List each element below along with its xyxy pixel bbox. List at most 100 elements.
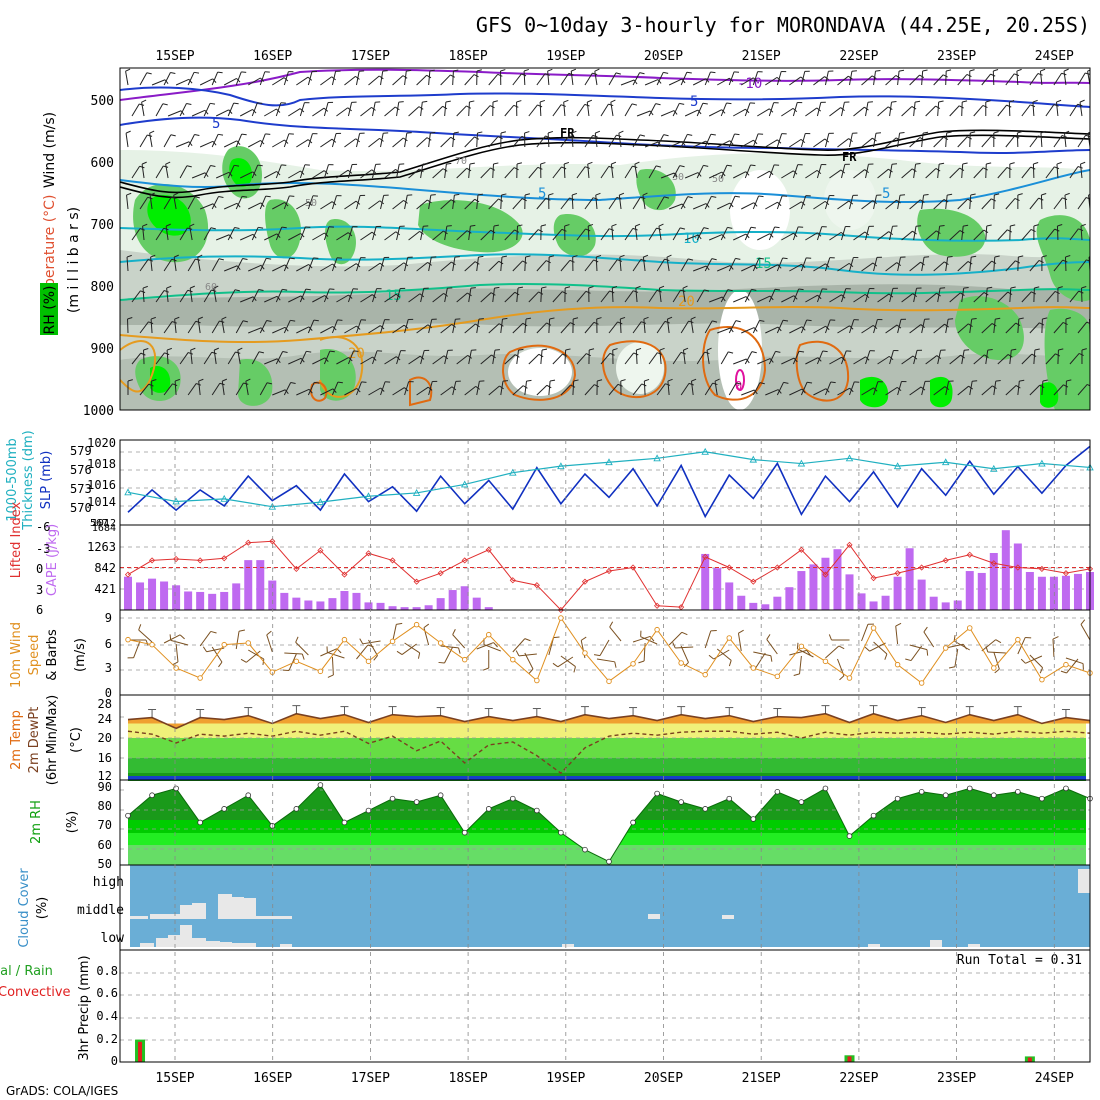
- upper-barb-flag: [617, 321, 623, 325]
- upper-barb: [600, 290, 610, 303]
- upper-barb-flag: [594, 68, 600, 72]
- upper-barb-flag: [947, 255, 953, 258]
- upper-barb: [1077, 72, 1086, 86]
- upper-barb: [865, 102, 869, 117]
- upper-barb: [500, 257, 503, 272]
- upper-barb-flag: [1087, 131, 1090, 134]
- wind10-barb-flag: [238, 629, 246, 632]
- upper-barb: [1029, 135, 1039, 148]
- upper-barb: [468, 101, 470, 117]
- upper-barb-flag: [141, 161, 147, 165]
- thickness-point: [749, 455, 758, 463]
- upper-barb: [283, 320, 291, 334]
- upper-barb-flag: [337, 381, 343, 384]
- upper-barb-flag: [994, 255, 1000, 258]
- wind10-barb: [923, 631, 935, 648]
- li-series: [120, 538, 1094, 614]
- upper-barb: [619, 257, 622, 272]
- wind10-point: [582, 650, 588, 656]
- wind10-barb: [362, 640, 381, 645]
- upper-barb: [552, 104, 562, 117]
- wind10-barb: [327, 651, 345, 659]
- upper-barb: [355, 71, 360, 86]
- wind10-barb-flag: [1060, 670, 1067, 674]
- upper-barb-flag: [430, 194, 436, 196]
- wind10-barb-flag: [895, 622, 902, 627]
- upper-air-panel: -10 5 5 FR FR 5 5 10 15 15 20 20 0 30 50…: [40, 67, 1091, 419]
- wind10-barb-flag: [614, 661, 617, 668]
- upper-barb-flag: [1015, 322, 1021, 326]
- li-point: [774, 564, 781, 571]
- wind10-barb: [199, 631, 212, 647]
- wind10-barb-flag: [770, 655, 773, 662]
- cape-bar: [172, 585, 181, 610]
- date-label-bottom: 24SEP: [1035, 1071, 1074, 1086]
- upper-barb-flag: [895, 75, 901, 79]
- upper-barb-flag: [422, 100, 428, 103]
- upper-barb: [540, 287, 543, 303]
- upper-barb: [139, 383, 150, 396]
- upper-barb-flag: [682, 285, 688, 289]
- upper-barb-flag: [679, 227, 686, 230]
- upper-barb: [680, 196, 689, 210]
- upper-barb: [937, 226, 941, 241]
- upper-barb: [179, 165, 188, 179]
- upper-barb: [680, 383, 690, 396]
- precip-bars: [135, 1039, 1035, 1062]
- li-point: [918, 564, 925, 571]
- upper-barb-flag: [1006, 166, 1012, 171]
- upper-barb: [235, 133, 243, 148]
- upper-barb: [913, 164, 917, 179]
- upper-barb-flag: [962, 162, 968, 165]
- upper-barb: [191, 172, 206, 179]
- upper-barb-flag: [197, 254, 203, 258]
- upper-barb: [420, 164, 424, 179]
- upper-barb: [594, 133, 598, 148]
- upper-barb: [840, 226, 846, 241]
- upper-barb: [805, 232, 818, 241]
- upper-barb: [213, 288, 217, 303]
- upper-barb-flag: [982, 104, 988, 109]
- upper-barb: [813, 76, 825, 86]
- cape-tick-421: 421: [94, 582, 116, 596]
- upper-barb-flag: [587, 99, 593, 103]
- upper-barb: [789, 263, 802, 272]
- upper-barb: [500, 381, 504, 396]
- upper-barb-flag: [1089, 380, 1090, 381]
- upper-barb: [336, 294, 349, 303]
- upper-barb-flag: [148, 321, 154, 325]
- upper-barb-flag: [234, 289, 240, 292]
- upper-barb-flag: [712, 320, 718, 323]
- upper-barb: [264, 108, 277, 117]
- upper-barb: [921, 133, 924, 148]
- upper-barb-flag: [549, 317, 555, 320]
- upper-barb-flag: [915, 162, 921, 165]
- upper-barb: [816, 226, 823, 241]
- upper-barb-flag: [406, 132, 412, 134]
- upper-barb: [416, 324, 429, 334]
- upper-barb: [452, 195, 455, 210]
- upper-barb: [824, 71, 829, 86]
- thickness-point: [268, 502, 277, 510]
- upper-barb-flag: [759, 319, 765, 322]
- upper-barb: [672, 103, 680, 117]
- wind10-barb-flag: [609, 621, 614, 628]
- upper-barb: [512, 322, 524, 334]
- upper-barb-flag: [759, 382, 765, 385]
- wind10-barb-flag: [423, 623, 430, 629]
- upper-barb: [480, 229, 492, 241]
- upper-barb: [658, 288, 662, 303]
- upper-barb: [717, 327, 731, 334]
- upper-barb: [865, 164, 869, 179]
- upper-barb: [552, 353, 563, 365]
- upper-barb: [897, 71, 900, 86]
- wind10-barb-flag: [923, 626, 928, 633]
- upper-barb-flag: [735, 320, 741, 323]
- cape-bar: [905, 548, 914, 610]
- upper-barb: [320, 138, 333, 148]
- upper-barb: [837, 387, 850, 396]
- cape-bar: [749, 602, 758, 610]
- upper-barb: [488, 73, 499, 86]
- upper-barb: [355, 257, 362, 272]
- upper-barb-flag: [594, 384, 600, 388]
